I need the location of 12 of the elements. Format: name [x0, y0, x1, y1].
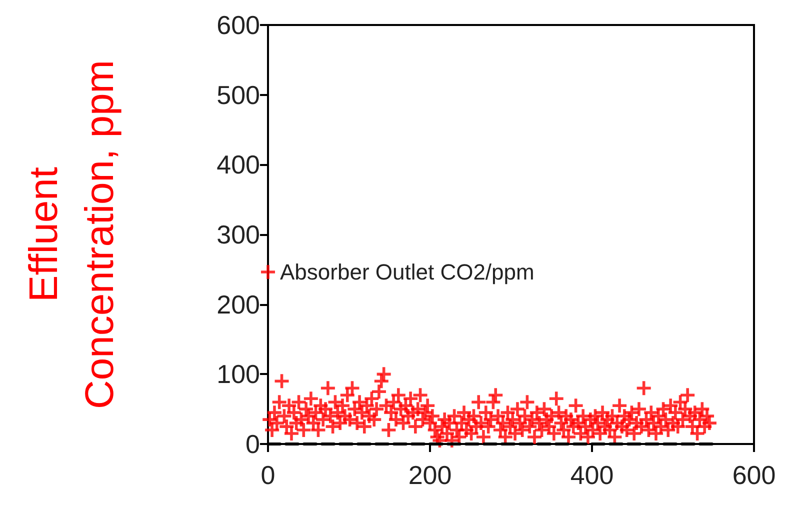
x-tick-label: 200 [408, 460, 452, 490]
x-tick-label: 400 [570, 460, 614, 490]
y-tick-label: 100 [216, 359, 260, 390]
legend-label: Absorber Outlet CO2/ppm [280, 260, 534, 284]
y-tick-label: 600 [216, 10, 260, 40]
y-tick-label: 500 [216, 80, 260, 110]
y-tick-label: 300 [216, 220, 260, 250]
y-axis-title: Effluent Concentration, ppm [22, 60, 122, 410]
y-tick-label: 0 [246, 429, 260, 459]
y-tick-label: 200 [216, 289, 260, 320]
x-tick-label: 600 [732, 460, 776, 490]
y-tick-label: 400 [216, 150, 260, 180]
